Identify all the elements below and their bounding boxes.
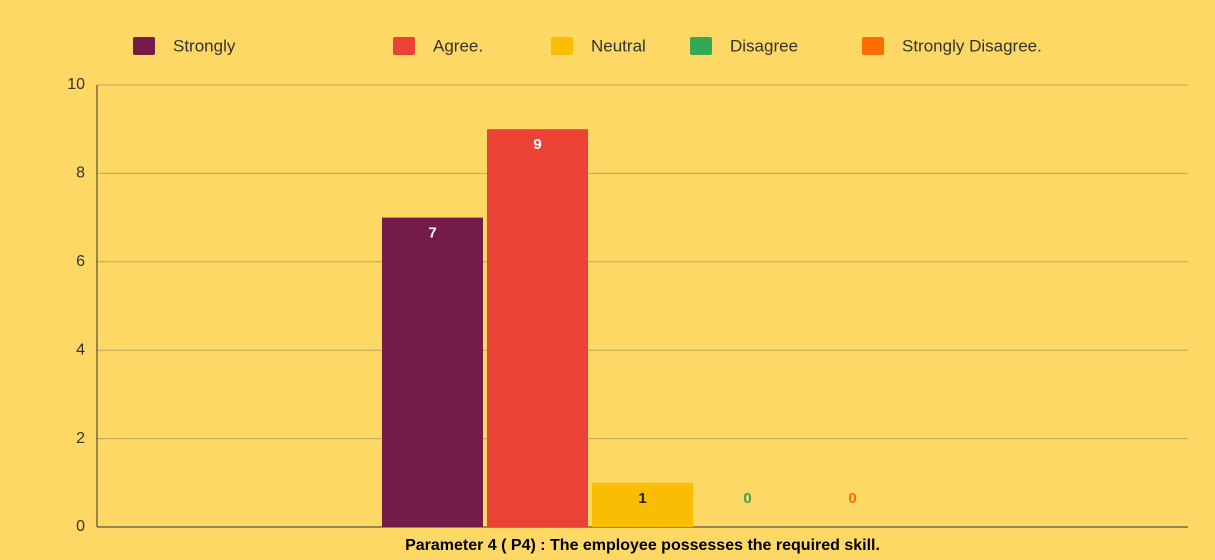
x-tick-label: Parameter 4 ( P4) : The employee possess… — [405, 537, 880, 554]
y-tick-label: 6 — [76, 253, 85, 270]
legend-swatch — [551, 37, 573, 55]
data-label: 1 — [638, 490, 646, 507]
legend-swatch — [393, 37, 415, 55]
legend-label: Strongly — [173, 36, 236, 55]
data-label: 0 — [848, 490, 856, 507]
legend-swatch — [133, 37, 155, 55]
legend-label: Agree. — [433, 36, 483, 55]
y-tick-label: 10 — [67, 76, 85, 93]
legend-label: Disagree — [730, 36, 798, 55]
y-tick-label: 4 — [76, 341, 85, 358]
data-label: 9 — [533, 136, 541, 153]
legend-swatch — [862, 37, 884, 55]
y-tick-label: 2 — [76, 430, 85, 447]
legend-label: Strongly Disagree. — [902, 36, 1042, 55]
y-tick-label: 8 — [76, 165, 85, 182]
y-tick-label: 0 — [76, 518, 85, 535]
bar — [487, 129, 588, 527]
data-label: 7 — [428, 225, 436, 242]
legend-swatch — [690, 37, 712, 55]
data-label: 0 — [743, 490, 751, 507]
legend-label: Neutral — [591, 36, 646, 55]
bar — [382, 217, 483, 527]
bar — [592, 482, 693, 527]
